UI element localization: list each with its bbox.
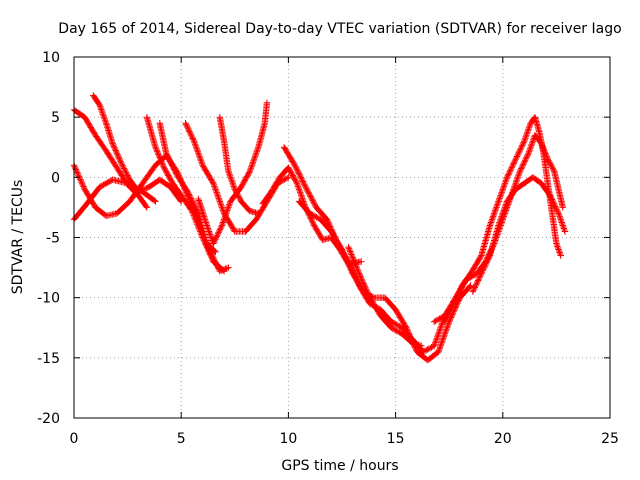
series-arc-1	[70, 106, 151, 211]
series-markers	[195, 99, 271, 247]
series-markers	[90, 92, 185, 205]
series-arc-12	[295, 198, 474, 364]
axis-ticks: 0 5 10 15 20 25 -20 -15 -10 -5 0 5 10	[37, 50, 619, 447]
grid-lines	[74, 57, 610, 418]
series-arc-11	[280, 144, 453, 355]
x-tick-label: 10	[279, 431, 297, 447]
y-tick-label: -20	[37, 411, 60, 427]
y-tick-label: 10	[42, 50, 60, 66]
series-markers	[469, 174, 569, 295]
x-tick-label: 25	[601, 431, 619, 447]
series-markers	[280, 144, 453, 355]
x-axis-label: GPS time / hours	[281, 458, 398, 474]
y-tick-label: 5	[51, 110, 60, 126]
series-markers	[345, 243, 425, 349]
series-markers	[295, 198, 474, 364]
series-arc-6	[156, 120, 219, 256]
y-tick-label: -10	[37, 291, 60, 307]
series-arc-15	[441, 114, 564, 325]
x-tick-label: 20	[494, 431, 512, 447]
series-arc-4	[90, 92, 185, 205]
series-markers	[70, 106, 151, 211]
series-arc-9	[195, 99, 271, 247]
y-tick-label: -15	[37, 351, 60, 367]
y-tick-label: -5	[46, 231, 60, 247]
series-arc-13	[345, 243, 425, 349]
y-tick-label: 0	[51, 170, 60, 186]
series-arc-16	[469, 174, 569, 295]
series-markers	[156, 120, 219, 256]
y-axis-label: SDTVAR / TECUs	[10, 180, 26, 295]
chart-title: Day 165 of 2014, Sidereal Day-to-day VTE…	[58, 21, 621, 37]
x-tick-label: 5	[177, 431, 186, 447]
series-markers	[441, 114, 564, 325]
x-tick-label: 15	[387, 431, 405, 447]
x-tick-label: 0	[70, 431, 79, 447]
data-points	[70, 92, 569, 364]
